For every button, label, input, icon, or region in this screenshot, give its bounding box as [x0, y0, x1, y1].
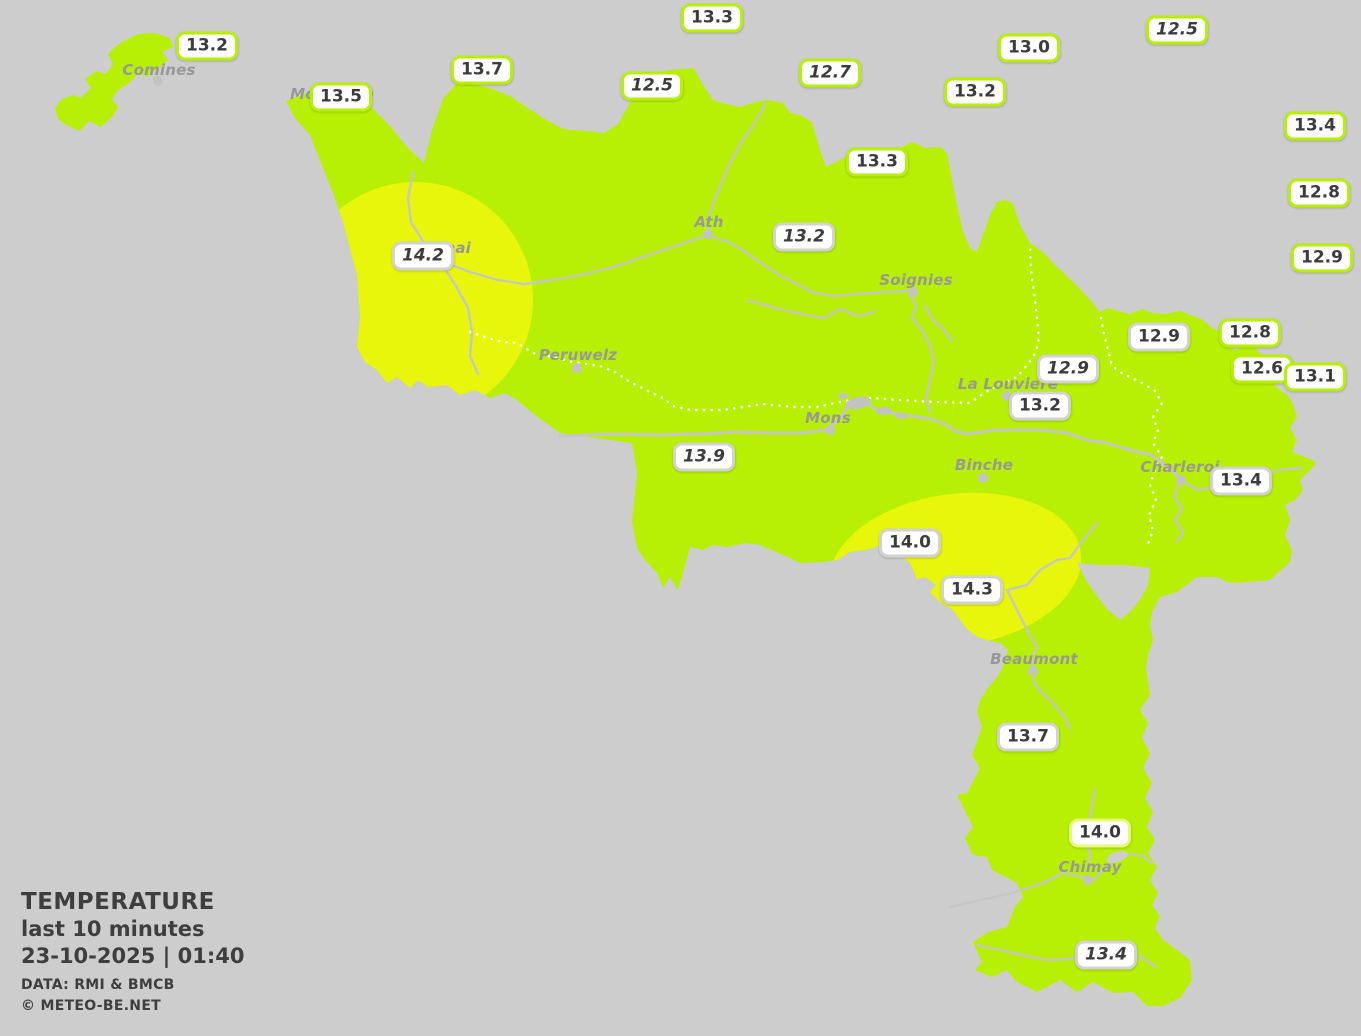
urban-patch	[845, 396, 871, 410]
road-beaumont-south	[1031, 673, 1072, 730]
temp-badge: 14.0	[1069, 818, 1131, 848]
city-dot	[1083, 875, 1093, 885]
road-charleroi-beaumont	[1005, 521, 1099, 668]
temp-badge: 13.4	[1284, 111, 1346, 141]
boundary-tournai-mons	[468, 241, 1041, 412]
temp-badge: 13.4	[1075, 940, 1137, 970]
boundary-charleroi	[1099, 316, 1164, 546]
city-dot	[1028, 666, 1038, 676]
temp-badge: 13.0	[998, 33, 1060, 63]
temp-badge: 13.2	[773, 222, 835, 252]
temp-badge: 13.5	[310, 82, 372, 112]
temp-badge: 12.5	[1146, 15, 1208, 45]
city-label: Peruwelz	[538, 346, 618, 364]
city-label: Beaumont	[990, 650, 1078, 668]
temp-badge: 14.0	[879, 528, 941, 558]
city-label: Mons	[805, 409, 851, 427]
city-dot	[153, 76, 163, 86]
city-label: Charleroi	[1140, 458, 1220, 476]
comines-exclave	[55, 33, 173, 131]
temp-badge: 13.3	[846, 147, 908, 177]
temp-badge: 13.7	[451, 55, 513, 85]
temp-badge: 12.9	[1291, 243, 1353, 273]
city-label: Comines	[122, 61, 196, 79]
city-dot	[978, 473, 988, 483]
temp-badge: 14.2	[392, 241, 454, 271]
warm-zone-tournai	[297, 182, 533, 418]
temp-badge: 13.3	[681, 3, 743, 33]
river-sambre	[1172, 481, 1185, 544]
city-dot	[703, 229, 713, 239]
city-dot	[908, 287, 918, 297]
temp-badge: 14.3	[941, 575, 1003, 605]
map-title: TEMPERATURE	[21, 889, 215, 915]
temp-badge: 13.7	[997, 722, 1059, 752]
copyright: © METEO-BE.NET	[21, 998, 162, 1014]
lake-virelles	[1106, 851, 1128, 863]
urban-patch	[838, 393, 848, 399]
map-subtitle: last 10 minutes	[21, 917, 205, 941]
stream-casteau	[923, 304, 954, 343]
road-tournai-ath	[442, 234, 707, 286]
temp-badge: 13.2	[944, 77, 1006, 107]
temp-badge: 12.8	[1219, 318, 1281, 348]
temp-badge: 13.4	[1210, 466, 1272, 496]
city-label: Soignies	[879, 271, 953, 289]
river-scheldt	[406, 170, 480, 376]
urban-patch	[876, 407, 892, 415]
gray-wedge	[1077, 563, 1150, 620]
data-source: DATA: RMI & BMCB	[21, 977, 175, 993]
map-datetime: 23-10-2025 | 01:40	[21, 944, 245, 968]
city-label: Binche	[954, 456, 1014, 474]
urban-patch	[895, 413, 907, 419]
title-block: TEMPERATURE last 10 minutes 23-10-2025 |…	[21, 889, 244, 1014]
city-dot	[825, 425, 835, 435]
temp-badge: 12.9	[1128, 322, 1190, 352]
city-dot	[1176, 475, 1186, 485]
city-label: La Louviere	[957, 375, 1059, 393]
temp-badge: 12.9	[1037, 354, 1099, 384]
road-soignies-south	[908, 293, 936, 414]
city-dot	[572, 363, 582, 373]
temp-badge: 12.5	[621, 71, 683, 101]
province-shape	[286, 68, 1316, 1006]
temp-badge: 13.9	[673, 442, 735, 472]
city-dot	[1002, 391, 1012, 401]
river-dender	[706, 101, 768, 232]
road-chimay-west	[948, 871, 1085, 909]
temp-badge: 13.2	[1009, 391, 1071, 421]
temp-badge: 13.1	[1284, 362, 1346, 392]
road-ath-soignies	[710, 235, 910, 298]
city-label: Chimay	[1058, 858, 1122, 876]
stream-north-mons	[746, 298, 876, 320]
temp-badge: 13.2	[176, 31, 238, 61]
temp-badge: 12.8	[1288, 178, 1350, 208]
city-label: Ath	[694, 213, 724, 231]
road-main-eastwest	[558, 398, 1182, 480]
temp-badge: 12.7	[799, 58, 861, 88]
